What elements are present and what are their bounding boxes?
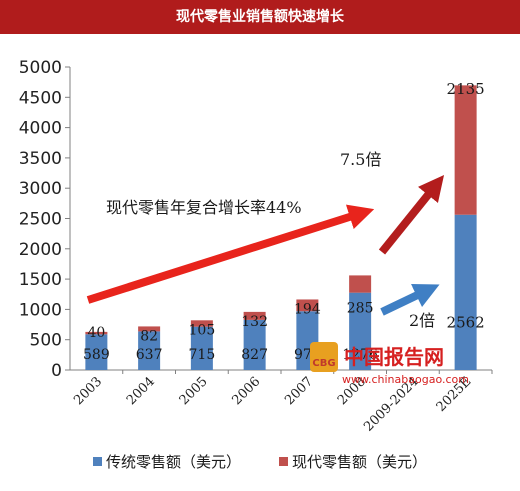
data-label-traditional: 2562 <box>447 313 485 331</box>
bar-traditional-2008 <box>349 292 372 370</box>
y-tick-label: 4000 <box>19 119 62 139</box>
bar-traditional-2006 <box>243 319 266 370</box>
annotation-ratio-traditional: 2倍 <box>409 311 435 330</box>
x-tick-label: 2004 <box>124 374 158 408</box>
bar-traditional-2004 <box>138 331 161 370</box>
data-label-modern: 285 <box>347 301 374 317</box>
growth-arrow-blue <box>380 283 440 316</box>
growth-arrow-dark-red <box>378 175 445 255</box>
y-tick-label: 3000 <box>19 179 62 199</box>
x-tick-label: 2007 <box>282 374 316 408</box>
data-label-traditional: 715 <box>189 347 216 363</box>
data-label-traditional: 1276 <box>342 347 378 363</box>
y-tick-label: 2000 <box>19 240 62 260</box>
bar-traditional-2005 <box>190 326 213 370</box>
y-tick-label: 1500 <box>19 270 62 290</box>
bar-modern-2004 <box>138 326 161 332</box>
y-tick-label: 5000 <box>19 58 62 78</box>
y-tick-label: 1000 <box>19 300 62 320</box>
data-label-traditional: 637 <box>136 347 163 363</box>
legend-label-traditional: 传统零售额（美元） <box>106 453 241 471</box>
data-label-modern: 194 <box>294 301 321 317</box>
data-label-traditional: 589 <box>83 347 110 363</box>
y-tick-label: 2500 <box>19 210 62 230</box>
data-label-traditional: 827 <box>241 347 268 363</box>
bar-modern-2008 <box>349 275 372 293</box>
data-label-modern: 132 <box>241 314 268 330</box>
data-label-modern: 40 <box>87 325 105 341</box>
watermark-name: 中国报告网 <box>344 345 444 369</box>
data-label-modern: 82 <box>140 328 158 344</box>
bar-modern-2003 <box>85 331 108 335</box>
y-tick-label: 500 <box>30 331 62 351</box>
y-tick-label: 3500 <box>19 149 62 169</box>
y-tick-label: 0 <box>51 361 62 381</box>
stacked-bar-chart: 0 500 1000 1500 2000 2500 3000 3500 4000 4500 5000… <box>19 58 493 471</box>
y-tick-label: 4500 <box>19 88 62 108</box>
bar-modern-2025E <box>454 85 477 215</box>
x-tick-label: 2005 <box>177 374 211 408</box>
data-label-modern: 2135 <box>447 80 485 98</box>
watermark-logo-text: CBG <box>312 358 335 369</box>
annotation-growth-rate: 现代零售年复合增长率44% <box>106 198 302 217</box>
legend-label-modern: 现代零售额（美元） <box>292 453 427 471</box>
bar-traditional-2025E <box>454 214 477 370</box>
bar-modern-2007 <box>296 299 319 312</box>
watermark-url: www.chinabaogao.com <box>342 373 469 386</box>
bar-traditional-2003 <box>85 334 108 370</box>
bar-modern-2005 <box>190 320 213 327</box>
data-label-modern: 105 <box>189 322 216 338</box>
annotation-ratio-modern: 7.5倍 <box>340 150 381 169</box>
legend-swatch-modern <box>279 457 288 466</box>
legend-swatch-traditional <box>93 457 102 466</box>
growth-arrow-red <box>86 204 375 304</box>
x-tick-label: 2003 <box>71 374 105 408</box>
watermark-logo-mark <box>310 342 338 372</box>
x-tick-label: 2006 <box>229 374 263 408</box>
chart-title: 现代零售业销售额快速增长 <box>0 0 520 34</box>
bar-modern-2006 <box>243 311 266 320</box>
